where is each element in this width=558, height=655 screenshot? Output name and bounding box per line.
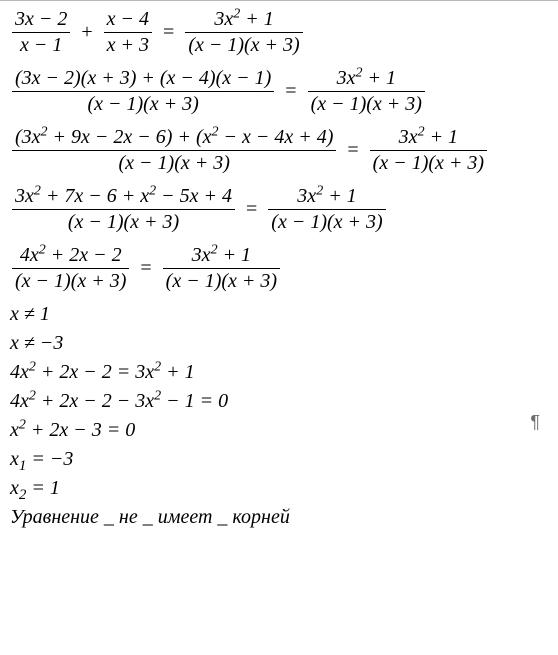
numerator: 3x2 + 1: [163, 244, 280, 269]
numerator: x − 4: [104, 8, 152, 33]
equals-op: =: [343, 139, 362, 162]
conclusion-text: Уравнение _ не _ имеет _ корней: [10, 506, 552, 529]
fraction: 4x2 + 2x − 2 (x − 1)(x + 3): [12, 244, 129, 293]
equation-4: 3x2 + 7x − 6 + x2 − 5x + 4 (x − 1)(x + 3…: [10, 185, 552, 234]
fraction: (3x2 + 9x − 2x − 6) + (x2 − x − 4x + 4) …: [12, 126, 336, 175]
equals-op: =: [136, 257, 155, 280]
plus-op: +: [77, 21, 96, 44]
fraction: x − 4 x + 3: [104, 8, 152, 57]
numerator: 3x2 + 1: [268, 185, 385, 210]
fraction: 3x2 + 1 (x − 1)(x + 3): [308, 67, 425, 116]
denominator: x + 3: [104, 33, 152, 57]
numerator: (3x − 2)(x + 3) + (x − 4)(x − 1): [12, 67, 274, 92]
equation-1: 3x − 2 x − 1 + x − 4 x + 3 = 3x2 + 1 (x …: [10, 8, 552, 57]
denominator: (x − 1)(x + 3): [163, 269, 280, 293]
equals-op: =: [159, 21, 178, 44]
step-3: x2 + 2x − 3 = 0: [10, 419, 552, 442]
denominator: (x − 1)(x + 3): [370, 151, 487, 175]
equals-op: =: [281, 80, 300, 103]
equation-2: (3x − 2)(x + 3) + (x − 4)(x − 1) (x − 1)…: [10, 67, 552, 116]
numerator: (3x2 + 9x − 2x − 6) + (x2 − x − 4x + 4): [12, 126, 336, 151]
constraint-1: x ≠ 1: [10, 303, 552, 326]
var: x: [10, 448, 19, 470]
numerator: 3x2 + 7x − 6 + x2 − 5x + 4: [12, 185, 235, 210]
denominator: (x − 1)(x + 3): [12, 151, 336, 175]
numerator: 3x − 2: [12, 8, 70, 33]
denominator: (x − 1)(x + 3): [12, 210, 235, 234]
fraction: 3x2 + 1 (x − 1)(x + 3): [185, 8, 302, 57]
equation-3: (3x2 + 9x − 2x − 6) + (x2 − x − 4x + 4) …: [10, 126, 552, 175]
numerator: 3x2 + 1: [308, 67, 425, 92]
equals-op: =: [242, 198, 261, 221]
denominator: (x − 1)(x + 3): [12, 269, 129, 293]
root-1: x1 = −3: [10, 448, 552, 471]
constraint-2: x ≠ −3: [10, 332, 552, 355]
root-2: x2 = 1: [10, 477, 552, 500]
step-2: 4x2 + 2x − 2 − 3x2 − 1 = 0: [10, 390, 552, 413]
numerator: 3x2 + 1: [370, 126, 487, 151]
numerator: 4x2 + 2x − 2: [12, 244, 129, 269]
fraction: 3x − 2 x − 1: [12, 8, 70, 57]
fraction: 3x2 + 1 (x − 1)(x + 3): [163, 244, 280, 293]
pilcrow-icon: ¶: [530, 412, 540, 433]
denominator: (x − 1)(x + 3): [12, 92, 274, 116]
fraction: (3x − 2)(x + 3) + (x − 4)(x − 1) (x − 1)…: [12, 67, 274, 116]
fraction: 3x2 + 7x − 6 + x2 − 5x + 4 (x − 1)(x + 3…: [12, 185, 235, 234]
numerator: 3x2 + 1: [185, 8, 302, 33]
fraction: 3x2 + 1 (x − 1)(x + 3): [370, 126, 487, 175]
fraction: 3x2 + 1 (x − 1)(x + 3): [268, 185, 385, 234]
denominator: (x − 1)(x + 3): [185, 33, 302, 57]
var: x: [10, 477, 19, 499]
step-1: 4x2 + 2x − 2 = 3x2 + 1: [10, 361, 552, 384]
denominator: (x − 1)(x + 3): [268, 210, 385, 234]
value: = 1: [26, 477, 60, 499]
denominator: (x − 1)(x + 3): [308, 92, 425, 116]
value: = −3: [26, 448, 73, 470]
math-worksheet: 3x − 2 x − 1 + x − 4 x + 3 = 3x2 + 1 (x …: [0, 0, 558, 539]
equation-5: 4x2 + 2x − 2 (x − 1)(x + 3) = 3x2 + 1 (x…: [10, 244, 552, 293]
denominator: x − 1: [12, 33, 70, 57]
